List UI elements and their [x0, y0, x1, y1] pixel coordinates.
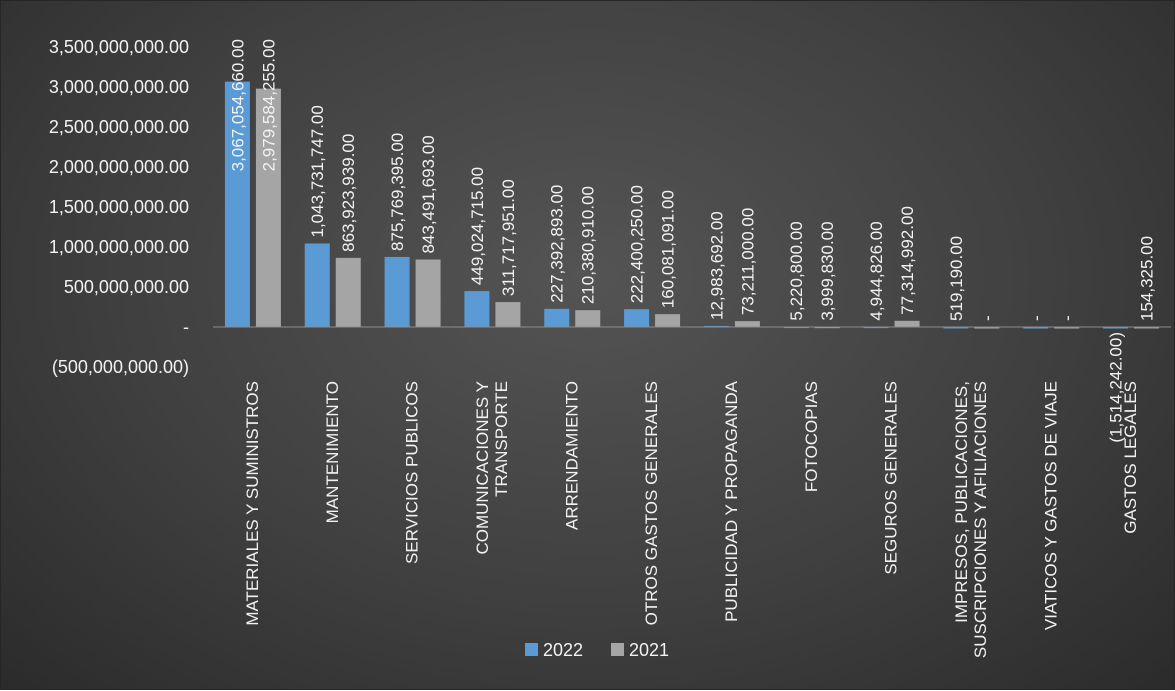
category-label: SEGUROS GENERALES: [882, 381, 901, 575]
data-label-2021-6: 160,081,091.00: [659, 190, 678, 308]
legend: 2022 2021: [525, 640, 669, 660]
category-label: MANTENIMIENTO: [323, 381, 342, 523]
bar-2021-1: [255, 88, 281, 327]
category-labels: MATERIALES Y SUMINISTROS MANTENIMIENTO SER…: [243, 380, 1140, 658]
bar-2021-4: [495, 302, 521, 327]
bar-2021-10: [974, 327, 1000, 329]
bar-2021-2: [335, 257, 361, 327]
data-labels: 3,067,054,660.00 2,979,584,255.00 1,043,73…: [228, 39, 1156, 443]
bar-2022-1: [224, 81, 250, 328]
y-axis-tick-labels: 3,500,000,000.00 3,000,000,000.00 2,500,00…: [49, 37, 189, 377]
bar-2022-12: [1103, 327, 1129, 329]
bar-2021-6: [655, 314, 681, 327]
data-label-2021-5: 210,380,910.00: [579, 186, 598, 304]
category-label: ARRENDAMIENTO: [562, 381, 581, 530]
legend-swatch-2021: [611, 643, 624, 656]
data-label-2021-10: -: [978, 315, 997, 321]
data-label-2022-6: 222,400,250.00: [628, 185, 647, 303]
data-label-2021-8: 3,999,830.00: [818, 221, 837, 320]
data-label-2021-4: 311,717,951.00: [499, 179, 518, 296]
y-tick-label: 3,000,000,000.00: [49, 77, 189, 97]
data-label-2022-2: 1,043,731,747.00: [308, 105, 327, 237]
category-label: PUBLICIDAD Y PROPAGANDA: [722, 380, 741, 622]
category-label: TRANSPORTE: [492, 381, 511, 497]
bar-2021-7: [734, 321, 760, 327]
y-tick-label: 2,500,000,000.00: [49, 117, 189, 137]
data-label-2022-12: (1,514,242.00): [1107, 332, 1126, 443]
bar-2021-5: [575, 310, 601, 327]
data-label-2021-2: 863,923,939.00: [339, 134, 358, 252]
data-label-2022-3: 875,769,395.00: [388, 133, 407, 251]
category-label: FOTOCOPIAS: [802, 381, 821, 492]
legend-swatch-2022: [525, 643, 538, 656]
y-tick-label: 3,500,000,000.00: [49, 37, 189, 57]
data-label-2022-11: -: [1027, 315, 1046, 321]
y-tick-label: 1,500,000,000.00: [49, 197, 189, 217]
category-label: GASTOS LEGALES: [1121, 381, 1140, 534]
y-tick-label: 2,000,000,000.00: [49, 157, 189, 177]
category-label: IMPRESOS, PUBLICACIONES,: [952, 381, 971, 623]
category-label: SERVICIOS PUBLICOS: [403, 381, 422, 564]
data-label-2021-9: 77,314,992.00: [898, 206, 917, 315]
bar-2022-4: [464, 291, 490, 327]
y-tick-label: 1,000,000,000.00: [49, 237, 189, 257]
data-label-2022-5: 227,392,893.00: [548, 185, 567, 303]
category-label: COMUNICACIONES Y: [473, 381, 492, 555]
y-tick-label: -: [183, 317, 189, 337]
category-label: SUSCRIPCIONES Y AFILIACIONES: [971, 381, 990, 658]
data-label-2021-7: 73,211,000.00: [738, 208, 757, 315]
bar-2021-9: [894, 320, 920, 327]
bar-2022-3: [384, 256, 410, 327]
data-label-2022-4: 449,024,715.00: [468, 167, 487, 285]
category-label: MATERIALES Y SUMINISTROS: [243, 381, 262, 626]
legend-label-2021: 2021: [629, 640, 669, 660]
data-label-2021-1: 2,979,584,255.00: [259, 39, 278, 171]
data-label-2022-10: 519,190.00: [947, 236, 966, 321]
data-label-2022-9: 4,944,826.00: [867, 221, 886, 320]
data-label-2021-11: -: [1058, 315, 1077, 321]
data-label-2021-3: 843,491,693.00: [419, 135, 438, 253]
bar-marks: [224, 81, 1160, 329]
bar-2022-11: [1023, 327, 1049, 329]
bar-2022-10: [943, 326, 969, 329]
data-label-2022-1: 3,067,054,660.00: [228, 39, 247, 171]
bar-2022-6: [624, 309, 650, 327]
category-label: OTROS GASTOS GENERALES: [642, 381, 661, 625]
legend-label-2022: 2022: [543, 640, 583, 660]
bar-2022-5: [544, 308, 570, 327]
bar-2022-2: [304, 243, 330, 327]
data-label-2021-12: 154,325.00: [1138, 236, 1157, 321]
bar-2021-3: [415, 259, 441, 327]
bar-2021-12: [1134, 326, 1160, 329]
y-tick-label: (500,000,000.00): [52, 357, 189, 377]
y-tick-label: 500,000,000.00: [64, 277, 189, 297]
data-label-2022-7: 12,983,692.00: [707, 211, 726, 320]
category-label: VIATICOS Y GASTOS DE VIAJE: [1041, 381, 1060, 630]
data-label-2022-8: 5,220,800.00: [787, 221, 806, 320]
bar-2021-11: [1054, 327, 1080, 329]
